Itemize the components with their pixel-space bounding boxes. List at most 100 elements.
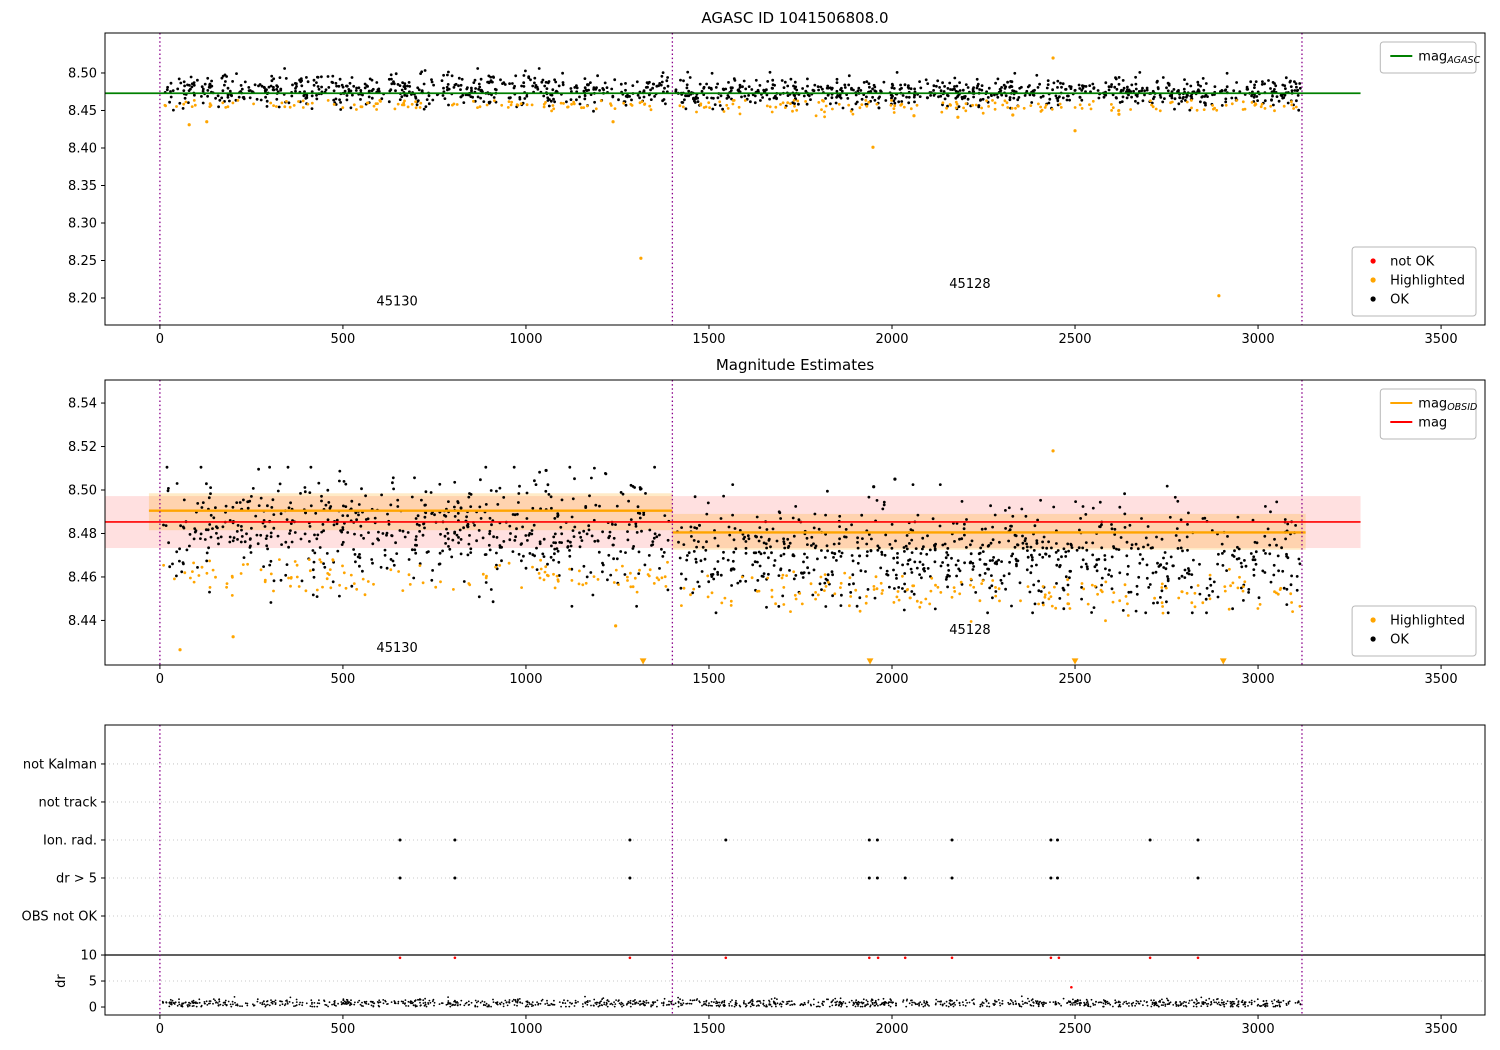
y-tick-label: OBS not OK <box>22 909 98 924</box>
legend-label: OK <box>1390 293 1409 308</box>
y-tick-label: 8.25 <box>68 254 97 269</box>
x-tick-label: 2000 <box>875 1022 908 1037</box>
legend-dot-swatch <box>1370 258 1376 264</box>
obsid-annotation: 45128 <box>949 277 990 292</box>
outlier-point <box>205 120 209 124</box>
agasc-mag-chart: 0 500 1000 1500 2000 2500 3000 3500 8.20 8.25 8.30… <box>68 9 1486 347</box>
legend-label: mag <box>1418 416 1447 431</box>
x-tick-label: 2000 <box>875 672 908 687</box>
legend: not OK Highlighted OK <box>1351 246 1477 317</box>
legend-label: not OK <box>1390 255 1435 270</box>
legend-label: magOBSID <box>1418 397 1477 414</box>
x-tick-label: 1500 <box>692 332 725 347</box>
clipped-point-triangle-down <box>866 658 874 665</box>
obsid-annotation: 45130 <box>376 294 417 309</box>
x-tick-label: 3000 <box>1242 672 1275 687</box>
OK-scatter <box>162 465 671 608</box>
y-tick-label: 10 <box>80 949 97 964</box>
outlier-point <box>1051 56 1055 60</box>
y-axis-label: dr <box>54 974 69 988</box>
outlier-point <box>614 624 618 628</box>
magnitude-estimates-chart-plot-area <box>105 449 1361 665</box>
dr-clipped-at-10-events <box>398 956 1200 960</box>
x-tick-label: 0 <box>156 672 164 687</box>
y-tick-label: 5 <box>89 975 97 990</box>
outlier-point <box>893 477 897 481</box>
y-tick-label: 8.44 <box>68 614 97 629</box>
Highlighted-scatter <box>678 99 1298 119</box>
dr-gt5-events <box>398 876 1200 880</box>
x-tick-label: 500 <box>331 672 356 687</box>
obsid-annotation: 45128 <box>949 623 990 638</box>
flags-dr-chart: 0 500 1000 1500 2000 2500 3000 3500 not Kalman no… <box>22 724 1486 1037</box>
legend-label: magAGASC <box>1418 50 1480 67</box>
y-tick-label: dr > 5 <box>56 871 97 886</box>
dr-trace-scatter <box>161 995 1302 1008</box>
x-tick-label: 3000 <box>1242 1022 1275 1037</box>
outlier-point <box>1073 129 1077 133</box>
x-tick-label: 0 <box>156 332 164 347</box>
x-tick-label: 3500 <box>1425 672 1458 687</box>
y-tick-label: 8.48 <box>68 527 97 542</box>
chart-title: Magnitude Estimates <box>716 356 874 374</box>
legend: Highlighted OK <box>1351 605 1477 657</box>
magnitude-estimates-chart: 0 500 1000 1500 2000 2500 3000 3500 8.44 8.46 8.48… <box>68 356 1486 687</box>
agasc-mag-chart-plot-area <box>105 56 1361 298</box>
axes-frame <box>104 32 1486 326</box>
y-tick-label: 8.20 <box>68 291 97 306</box>
outlier-point <box>1011 113 1015 117</box>
outlier-point <box>187 123 191 127</box>
y-tick-label: 8.35 <box>68 179 97 194</box>
clipped-point-triangle-down <box>639 658 647 665</box>
outlier-point <box>1051 449 1055 453</box>
outlier-point <box>639 256 643 260</box>
y-tick-label: 8.54 <box>68 397 97 412</box>
legend-box <box>1351 246 1477 317</box>
outlier-point <box>956 115 960 119</box>
x-tick-label: 2000 <box>875 332 908 347</box>
x-tick-label: 1500 <box>692 1022 725 1037</box>
y-tick-label: 0 <box>89 1001 97 1016</box>
Highlighted-scatter <box>162 558 669 597</box>
clipped-point-triangle-down <box>1071 658 1079 665</box>
x-tick-label: 0 <box>156 1022 164 1037</box>
outlier-point <box>231 635 235 639</box>
axes-frame <box>104 724 1486 1016</box>
y-tick-label: 8.40 <box>68 141 97 156</box>
legend: magAGASC <box>1379 41 1481 74</box>
Highlighted-scatter <box>680 567 1302 623</box>
outlier-point <box>544 468 548 473</box>
outlier-point <box>912 114 916 118</box>
y-tick-label: not Kalman <box>23 757 97 772</box>
outlier-point <box>1117 112 1121 116</box>
x-tick-label: 2500 <box>1058 1022 1091 1037</box>
flags-dr-chart-plot-area <box>105 763 1485 1008</box>
outlier-point <box>872 485 876 489</box>
clipped-point-triangle-down <box>1219 658 1227 665</box>
x-tick-label: 1000 <box>509 1022 542 1037</box>
OK-scatter <box>674 70 1302 112</box>
x-tick-label: 2500 <box>1058 672 1091 687</box>
x-tick-label: 500 <box>331 332 356 347</box>
axes-frame <box>104 379 1486 666</box>
x-tick-label: 2500 <box>1058 332 1091 347</box>
obsid-annotation: 45130 <box>376 641 417 656</box>
legend-dot-swatch <box>1370 277 1376 283</box>
y-tick-label: 8.50 <box>68 66 97 81</box>
legend-dot-swatch <box>1370 636 1376 642</box>
ion-rad-events <box>398 838 1200 842</box>
legend-label: OK <box>1390 633 1409 648</box>
outlier-point <box>178 648 182 652</box>
outlier-point <box>1070 985 1073 989</box>
x-tick-label: 1500 <box>692 672 725 687</box>
x-tick-label: 1000 <box>509 332 542 347</box>
x-tick-label: 3500 <box>1425 332 1458 347</box>
OK-scatter <box>676 483 1302 615</box>
legend-box <box>1379 388 1477 440</box>
legend: magOBSID mag <box>1379 388 1477 440</box>
y-tick-label: Ion. rad. <box>43 833 97 848</box>
outlier-point <box>871 145 875 149</box>
